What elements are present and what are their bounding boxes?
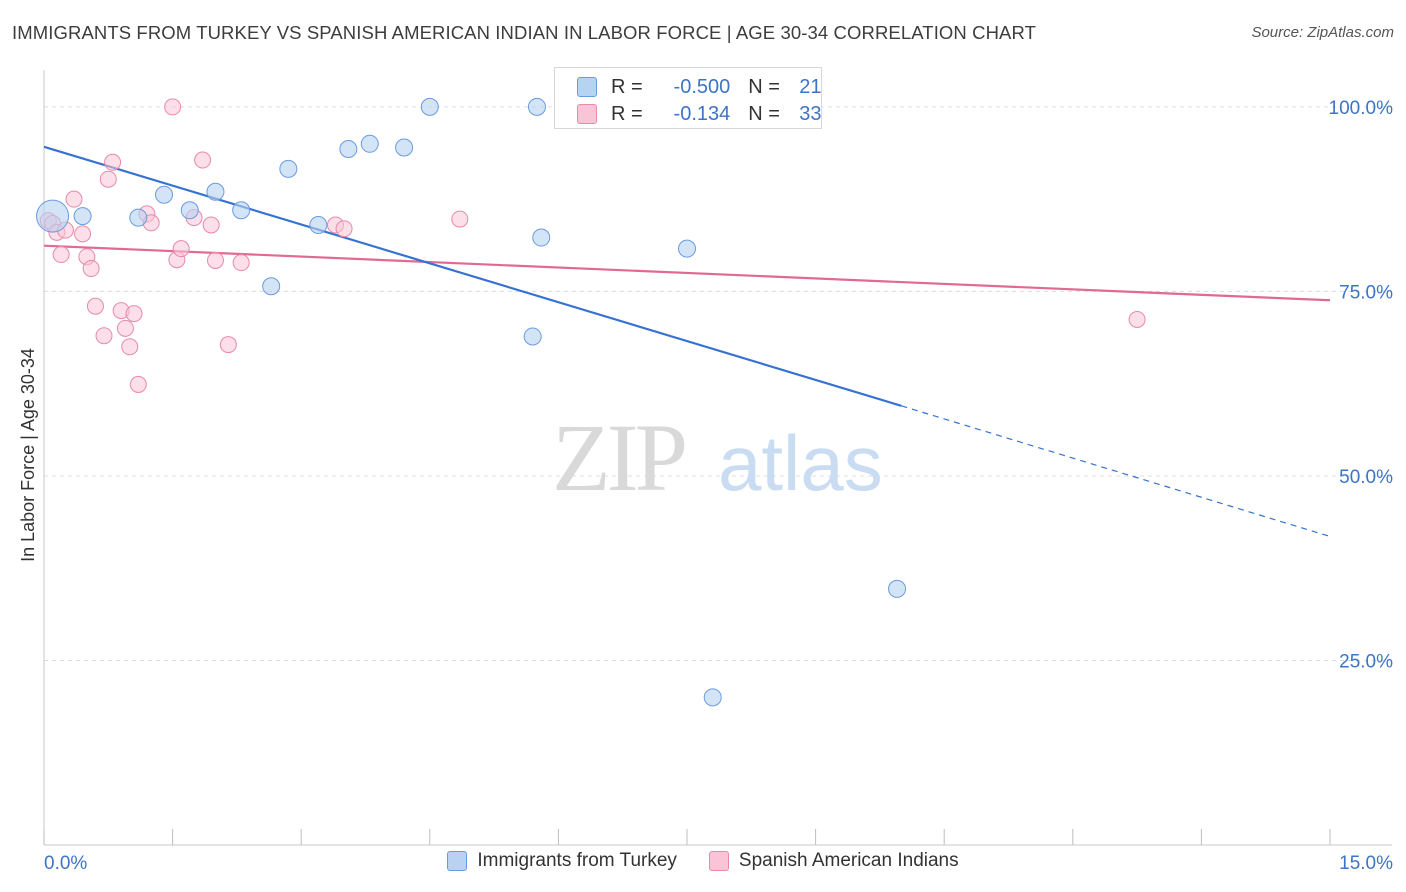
trend-line-turkey — [43, 145, 902, 407]
spanish-american-indians-swatch — [577, 104, 597, 124]
point-spanish-american-indians-28 — [232, 254, 250, 272]
point-turkey-16 — [532, 228, 551, 247]
point-spanish-american-indians-3 — [52, 246, 70, 264]
point-turkey-14 — [523, 327, 542, 346]
grid-lines — [44, 106, 1392, 661]
y-tick-label-2: 75.0% — [1339, 282, 1393, 303]
watermark: ZIP atlas — [552, 404, 883, 511]
point-spanish-american-indians-32 — [1128, 310, 1146, 328]
point-spanish-american-indians-22 — [172, 240, 190, 258]
point-turkey-15 — [527, 97, 546, 116]
n-label: N = — [748, 75, 780, 98]
point-spanish-american-indians-26 — [206, 251, 224, 269]
point-spanish-american-indians-27 — [219, 336, 237, 354]
point-turkey-8 — [279, 159, 298, 178]
watermark-atlas: atlas — [718, 419, 883, 507]
r-label: R = — [611, 75, 643, 98]
point-spanish-american-indians-5 — [65, 190, 83, 208]
point-spanish-american-indians-20 — [164, 98, 182, 116]
n-value-spanish-american-indians: 33 — [799, 102, 822, 125]
point-spanish-american-indians-30 — [335, 220, 353, 238]
point-spanish-american-indians-16 — [125, 305, 143, 323]
r-value-spanish-american-indians: -0.134 — [673, 102, 731, 125]
stats-row-spanish-american-indians: R = -0.134 N = 33 — [577, 101, 822, 127]
r-value-turkey: -0.500 — [673, 75, 731, 98]
point-turkey-7 — [262, 277, 281, 296]
chart-title: IMMIGRANTS FROM TURKEY VS SPANISH AMERIC… — [12, 22, 1037, 43]
y-axis-label: In Labor Force | Age 30-34 — [18, 348, 38, 562]
spanish-american-indians-legend-swatch — [708, 851, 729, 871]
point-spanish-american-indians-9 — [86, 297, 104, 315]
trend-line-turkey-extrapolated — [901, 405, 1331, 538]
legend-label-turkey: Immigrants from Turkey — [477, 850, 677, 871]
legend-label-spanish-american-indians: Spanish American Indians — [738, 850, 959, 871]
y-tick-label-1: 50.0% — [1339, 467, 1393, 488]
axes — [43, 70, 1392, 846]
stats-legend: R = -0.500 N = 21 R = -0.134 N = 33 — [554, 67, 822, 129]
n-value-turkey: 21 — [799, 75, 822, 98]
legend: Immigrants from Turkey Spanish American … — [0, 850, 1406, 872]
trend-line-spanish-american-indians — [43, 244, 1331, 302]
x-tick-labels: 0.0% 15.0% — [44, 853, 1393, 874]
y-tick-label-3: 100.0% — [1329, 98, 1394, 119]
point-turkey-0 — [36, 199, 70, 233]
point-spanish-american-indians-12 — [104, 153, 122, 171]
point-spanish-american-indians-6 — [74, 225, 92, 243]
data-points — [36, 97, 1146, 707]
point-turkey-10 — [339, 139, 358, 158]
point-spanish-american-indians-15 — [121, 338, 139, 356]
turkey-legend-swatch — [447, 851, 468, 871]
r-label: R = — [611, 102, 643, 125]
trend-lines — [43, 145, 1331, 538]
point-turkey-19 — [888, 579, 907, 598]
point-turkey-2 — [129, 208, 148, 227]
turkey-swatch — [577, 77, 597, 97]
point-turkey-11 — [360, 134, 379, 153]
point-spanish-american-indians-14 — [116, 319, 134, 337]
point-spanish-american-indians-24 — [194, 151, 212, 169]
stats-row-turkey: R = -0.500 N = 21 — [577, 74, 822, 100]
y-tick-labels: 25.0% 50.0% 75.0% 100.0% — [1329, 98, 1394, 673]
point-spanish-american-indians-8 — [82, 260, 100, 278]
point-turkey-6 — [232, 201, 251, 220]
watermark-zip: ZIP — [552, 404, 685, 511]
source-label: Source: ZipAtlas.com — [1251, 24, 1394, 41]
point-turkey-12 — [395, 138, 414, 157]
point-turkey-13 — [420, 97, 439, 116]
point-turkey-20 — [703, 688, 722, 707]
point-spanish-american-indians-31 — [451, 210, 469, 228]
point-turkey-17 — [678, 239, 696, 258]
legend-item-turkey[interactable]: Immigrants from Turkey — [447, 850, 677, 872]
point-turkey-3 — [155, 185, 174, 204]
x-tick-label-min: 0.0% — [44, 853, 87, 874]
point-turkey-4 — [180, 201, 199, 220]
x-tick-label-max: 15.0% — [1339, 853, 1393, 874]
point-spanish-american-indians-25 — [202, 216, 220, 234]
point-spanish-american-indians-11 — [99, 170, 117, 188]
point-turkey-1 — [73, 207, 92, 226]
y-tick-label-0: 25.0% — [1339, 651, 1393, 672]
point-spanish-american-indians-17 — [129, 375, 147, 393]
point-spanish-american-indians-10 — [95, 327, 113, 345]
n-label: N = — [748, 102, 780, 125]
point-turkey-9 — [309, 216, 328, 234]
point-turkey-5 — [206, 182, 225, 201]
legend-item-spanish-american-indians[interactable]: Spanish American Indians — [708, 850, 959, 872]
